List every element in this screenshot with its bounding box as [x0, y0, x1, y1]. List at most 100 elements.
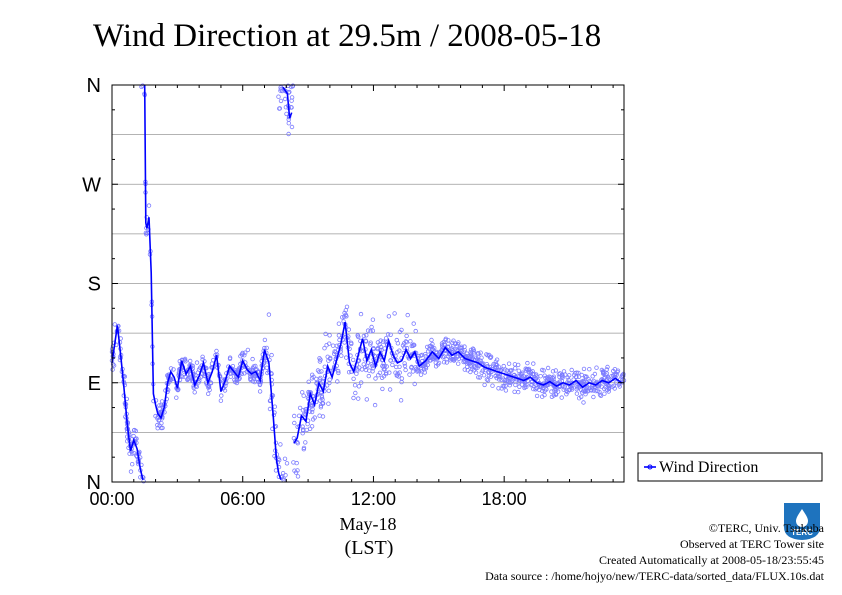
- scatter-point: [419, 362, 425, 367]
- scatter-point: [300, 431, 305, 436]
- scatter-point: [309, 424, 315, 429]
- scatter-point: [264, 365, 269, 370]
- scatter-point: [282, 96, 288, 102]
- scatter-point: [257, 382, 263, 388]
- scatter-point: [269, 352, 274, 358]
- scatter-point: [585, 384, 590, 390]
- scatter-point: [318, 405, 324, 410]
- scatter-point: [471, 349, 477, 354]
- scatter-point: [157, 406, 162, 411]
- scatter-point: [531, 361, 536, 366]
- scatter-point: [155, 422, 160, 428]
- scatter-point: [513, 382, 518, 388]
- scatter-point: [129, 451, 135, 456]
- scatter-point: [375, 346, 380, 352]
- scatter-point: [206, 383, 211, 389]
- scatter-point: [560, 383, 565, 389]
- scatter-point: [214, 348, 219, 354]
- scatter-point: [587, 367, 592, 372]
- scatter-point: [594, 365, 599, 370]
- scatter-point: [295, 474, 301, 479]
- scatter-point: [325, 354, 330, 359]
- scatter-point: [272, 404, 277, 409]
- scatter-point: [563, 372, 568, 377]
- scatter-point: [553, 368, 558, 373]
- scatter-point: [397, 370, 402, 375]
- scatter-point: [598, 393, 604, 398]
- scatter-point: [168, 366, 174, 371]
- scatter-point: [454, 347, 459, 352]
- scatter-point: [284, 111, 289, 117]
- scatter-point: [156, 417, 162, 423]
- scatter-point: [227, 356, 233, 361]
- scatter-point: [610, 384, 615, 389]
- scatter-point: [541, 386, 546, 391]
- scatter-point: [400, 343, 406, 348]
- scatter-point: [330, 343, 336, 348]
- scatter-point: [192, 390, 197, 395]
- scatter-point: [405, 312, 410, 318]
- scatter-point: [545, 365, 551, 371]
- legend: Wind Direction: [637, 452, 823, 482]
- scatter-point: [525, 367, 530, 372]
- x-axis-date-label: May-18: [340, 514, 397, 534]
- scatter-point: [335, 379, 340, 384]
- scatter-point: [439, 341, 445, 346]
- scatter-point: [550, 369, 556, 374]
- scatter-point: [356, 396, 361, 401]
- scatter-point: [415, 369, 420, 374]
- scatter-point: [220, 377, 225, 382]
- scatter-point: [581, 400, 586, 405]
- scatter-point: [522, 385, 527, 391]
- scatter-point: [423, 354, 428, 359]
- scatter-point: [592, 371, 598, 377]
- scatter-point: [266, 312, 272, 317]
- scatter-point: [262, 337, 268, 343]
- scatter-point: [251, 373, 256, 379]
- scatter-point: [431, 356, 436, 362]
- scatter-point: [283, 104, 289, 110]
- scatter-point: [373, 376, 378, 381]
- scatter-point: [441, 360, 447, 365]
- scatter-point: [611, 368, 616, 374]
- scatter-point: [394, 364, 399, 370]
- scatter-point: [159, 421, 164, 426]
- scatter-point: [462, 367, 467, 372]
- scatter-point: [277, 106, 282, 111]
- scatter-point: [465, 368, 470, 373]
- scatter-point: [322, 364, 327, 369]
- scatter-point: [257, 389, 263, 394]
- scatter-point: [456, 340, 461, 345]
- scatter-point: [351, 376, 356, 381]
- scatter-point: [364, 397, 369, 402]
- scatter-point: [404, 340, 409, 345]
- scatter-point: [295, 441, 300, 446]
- scatter-point: [469, 353, 474, 358]
- scatter-point: [553, 392, 559, 397]
- scatter-point: [253, 363, 258, 369]
- scatter-point: [187, 358, 193, 364]
- scatter-point: [443, 345, 448, 350]
- scatter-point: [615, 369, 620, 375]
- scatter-point: [529, 382, 534, 387]
- scatter-point: [576, 370, 581, 376]
- scatter-point: [278, 98, 284, 104]
- scatter-point: [372, 402, 378, 408]
- scatter-point: [469, 351, 474, 357]
- scatter-point: [579, 387, 584, 393]
- scatter-point: [419, 367, 424, 372]
- scatter-point: [541, 368, 546, 373]
- scatter-point: [525, 360, 530, 366]
- scatter-point: [286, 117, 291, 122]
- scatter-point: [289, 124, 295, 130]
- scatter-point: [604, 367, 609, 372]
- scatter-point: [395, 371, 400, 376]
- scatter-point: [208, 381, 214, 386]
- scatter-point: [390, 362, 395, 368]
- scatter-point: [309, 403, 315, 409]
- scatter-point: [370, 328, 376, 333]
- scatter-point: [326, 401, 331, 406]
- scatter-point: [565, 375, 570, 380]
- scatter-point: [392, 311, 397, 316]
- scatter-point: [542, 392, 547, 398]
